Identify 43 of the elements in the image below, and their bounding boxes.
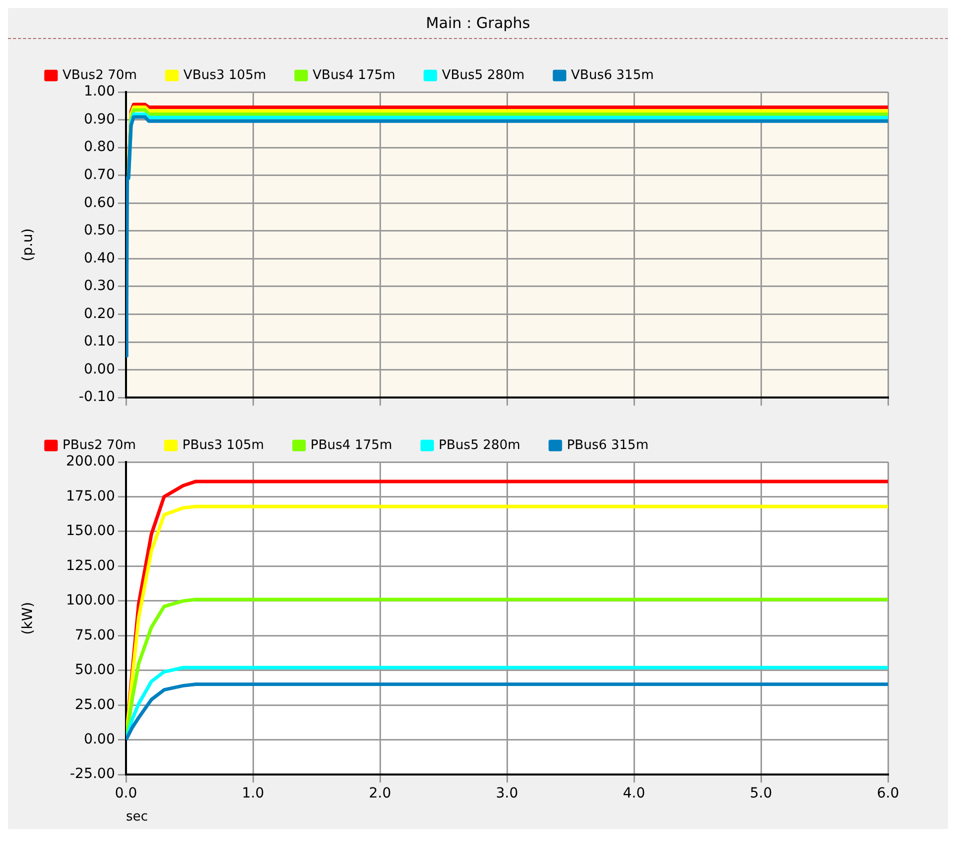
y-tick-label: 75.00 <box>74 627 115 644</box>
y-tick-label: 125.00 <box>66 558 115 574</box>
y-tick-label: 0.50 <box>84 222 115 239</box>
x-axis-title: sec <box>126 810 148 825</box>
y-tick-label: 25.00 <box>74 696 115 713</box>
legend-label: PBus4 175m <box>310 438 392 453</box>
x-tick-label: 0.0 <box>114 786 138 802</box>
y-tick-label: 0.80 <box>84 139 115 156</box>
legend-label: PBus3 105m <box>182 438 264 453</box>
y-tick-label: 200.00 <box>66 454 115 470</box>
y-tick-label: 0.00 <box>84 361 115 378</box>
y-tick-label: 0.40 <box>84 250 115 266</box>
y-tick-label: 0.90 <box>84 111 115 128</box>
y-tick-label: 175.00 <box>66 488 115 504</box>
chart-title: Main : Graphs <box>8 8 948 39</box>
y-axis-title: (kW) <box>20 602 36 635</box>
x-tick-label: 5.0 <box>750 786 772 802</box>
y-tick-label: 0.00 <box>84 732 115 748</box>
y-tick-label: 50.00 <box>74 662 115 678</box>
x-tick-label: 6.0 <box>876 786 900 802</box>
y-tick-label: 0.20 <box>84 306 115 322</box>
legend-label: VBus5 280m <box>442 68 525 83</box>
legend-label: PBus5 280m <box>438 438 520 453</box>
y-axis-title: (p.u) <box>20 228 36 262</box>
y-tick-label: 0.60 <box>84 194 115 211</box>
y-tick-label: 0.10 <box>84 334 115 350</box>
x-tick-label: 2.0 <box>368 786 392 802</box>
y-tick-label: 0.70 <box>84 166 115 183</box>
y-tick-label: 150.00 <box>66 523 115 540</box>
y-tick-label: 0.30 <box>84 278 115 294</box>
y-tick-label: 100.00 <box>66 592 115 609</box>
x-tick-label: 1.0 <box>242 786 264 802</box>
legend-label: VBus3 105m <box>183 68 266 83</box>
x-tick-label: 4.0 <box>622 786 646 802</box>
legend-label: VBus4 175m <box>312 68 396 83</box>
y-tick-label: -25.00 <box>70 766 115 782</box>
legend-label: PBus2 70m <box>62 438 136 453</box>
x-tick-label: 3.0 <box>496 786 518 802</box>
y-tick-label: -0.10 <box>78 389 115 406</box>
legend-label: VBus2 70m <box>62 68 137 83</box>
legend-label: PBus6 315m <box>566 438 648 453</box>
legend-label: VBus6 315m <box>571 68 654 83</box>
y-tick-label: 1.00 <box>84 84 115 100</box>
